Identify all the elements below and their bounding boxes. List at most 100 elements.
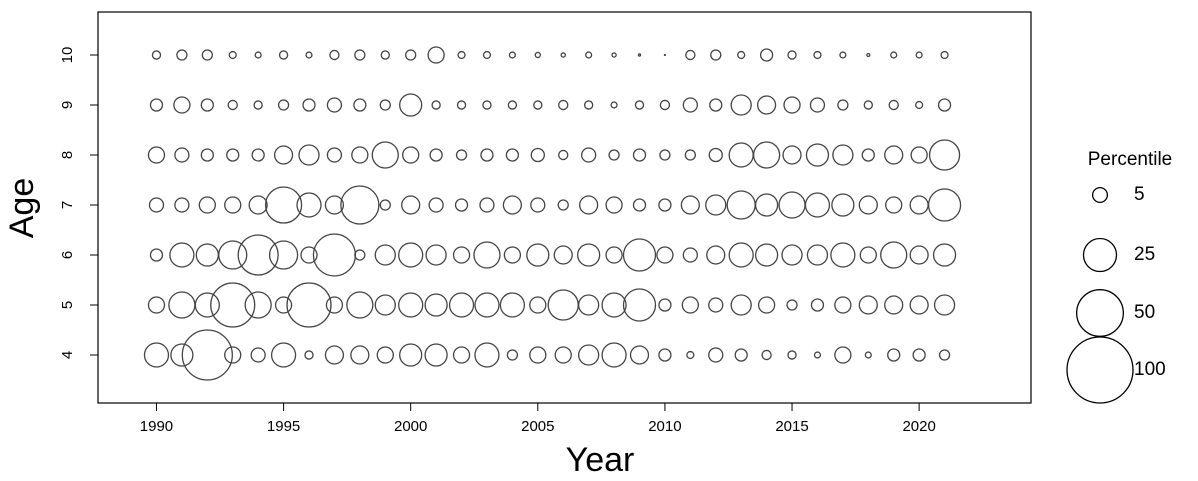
bubble <box>754 243 779 267</box>
bubble <box>351 146 369 164</box>
bubble <box>507 100 518 110</box>
bubble <box>296 192 322 218</box>
bubble <box>428 197 444 213</box>
bubble <box>554 346 572 364</box>
bubble <box>473 241 501 269</box>
bubble <box>429 148 443 162</box>
bubble <box>605 246 623 264</box>
bubble <box>787 50 797 60</box>
bubble <box>787 350 797 360</box>
bubble <box>834 296 852 314</box>
bubble <box>577 344 600 366</box>
bubble <box>632 198 647 212</box>
bubble <box>890 51 898 59</box>
bubble <box>708 347 724 363</box>
bubble <box>312 233 357 277</box>
bubble <box>830 242 856 268</box>
x-tick-label: 1990 <box>140 418 173 435</box>
bubble <box>680 195 700 215</box>
bubble <box>685 49 696 61</box>
x-tick-label: 2015 <box>775 418 808 435</box>
bubble <box>577 243 601 267</box>
bubble <box>374 244 396 266</box>
bubble <box>686 350 695 360</box>
bubble <box>274 296 293 314</box>
bubble <box>884 145 904 165</box>
bubble <box>861 148 875 162</box>
bubble <box>553 245 573 265</box>
x-tick-label: 2005 <box>521 418 554 435</box>
legend-bubble <box>1091 186 1109 204</box>
bubble <box>228 50 237 60</box>
bubble <box>761 349 772 361</box>
legend-bubble <box>1066 336 1134 404</box>
bubble <box>601 342 627 368</box>
legend-label: 100 <box>1134 359 1166 380</box>
bubble <box>837 99 849 111</box>
bubble <box>324 195 345 215</box>
bubble <box>300 246 318 264</box>
bubble <box>663 53 667 57</box>
bubble <box>783 96 801 114</box>
bubble <box>376 346 394 364</box>
y-axis-label: Age <box>3 178 41 239</box>
bubble <box>354 249 366 261</box>
bubble <box>278 50 289 60</box>
bubble <box>888 99 899 111</box>
bubble <box>401 195 421 215</box>
bubble <box>244 291 272 319</box>
bubble <box>529 296 547 314</box>
bubble <box>782 145 802 165</box>
bubble <box>147 146 166 164</box>
bubble <box>425 244 447 266</box>
bubble <box>456 100 467 110</box>
bubble <box>224 346 242 364</box>
bubble <box>454 198 469 212</box>
bubble <box>756 95 777 115</box>
bubble <box>304 350 314 360</box>
bubble <box>340 185 380 225</box>
legend-bubble <box>1076 289 1124 337</box>
bubble <box>286 282 332 328</box>
bubble <box>658 298 672 312</box>
bubble <box>781 244 803 266</box>
bubble <box>270 342 297 368</box>
bubble <box>927 188 962 222</box>
bubble <box>533 100 543 110</box>
bubble <box>195 243 219 267</box>
y-tick-label: 10 <box>59 47 76 64</box>
bubble <box>482 100 492 110</box>
bubble <box>149 248 164 262</box>
bubble <box>253 100 263 110</box>
bubble <box>579 195 599 215</box>
bubble <box>634 100 645 110</box>
bubble <box>329 49 340 61</box>
x-axis-label: Year <box>566 441 635 479</box>
bubble <box>480 148 494 162</box>
bubble <box>585 51 593 59</box>
bubble <box>148 197 165 213</box>
bubble <box>354 49 366 61</box>
bubble <box>659 149 671 161</box>
y-tick-label: 9 <box>59 101 76 109</box>
bubble <box>325 296 344 314</box>
bubble <box>611 52 617 58</box>
bubble <box>254 51 262 59</box>
bubble <box>268 240 299 270</box>
bubble <box>452 246 471 264</box>
bubble <box>813 351 822 359</box>
bubble <box>149 98 164 112</box>
bubble <box>224 196 242 214</box>
bubble <box>805 143 830 167</box>
bubble <box>915 51 923 59</box>
bubble <box>610 101 618 109</box>
bubble <box>499 292 526 318</box>
bubble <box>399 343 423 367</box>
bubble <box>169 242 195 268</box>
bubble <box>622 238 657 272</box>
legend-title: Percentile <box>1088 149 1173 170</box>
bubble <box>452 346 471 364</box>
bubble <box>632 148 647 162</box>
bubble <box>859 246 877 264</box>
x-tick-label: 1995 <box>267 418 300 435</box>
